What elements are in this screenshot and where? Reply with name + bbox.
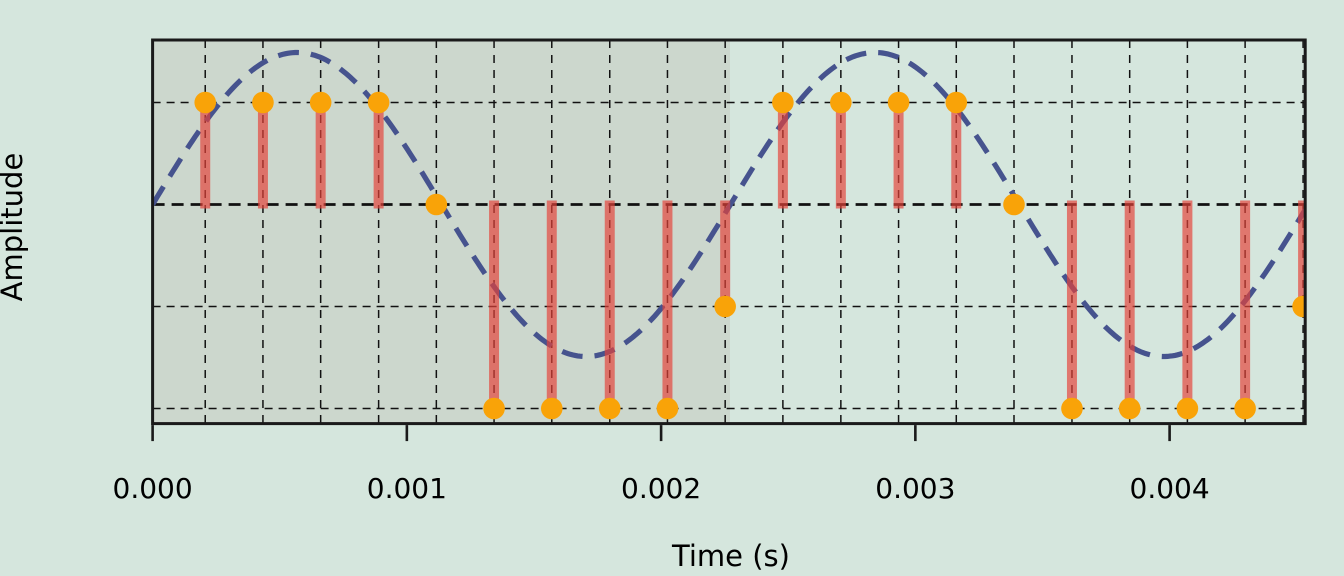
x-tick-label: 0.004 <box>1130 472 1210 505</box>
sample-dot <box>830 91 852 114</box>
sample-dot <box>1176 397 1199 420</box>
x-axis-tick-layer: 0.000 0.001 0.002 0.003 0.004 <box>113 425 1210 505</box>
sample-dot <box>714 295 736 318</box>
sample-dot <box>1292 295 1306 318</box>
sample-dot <box>772 91 794 114</box>
sample-dot <box>1061 397 1083 420</box>
sample-dot <box>309 91 332 114</box>
plot-border <box>151 38 1307 426</box>
sample-dot <box>425 193 448 216</box>
x-axis-title: Time (s) <box>671 539 790 573</box>
y-axis-title: Amplitude <box>0 153 29 302</box>
x-tick-label: 0.002 <box>621 472 701 505</box>
sample-dot <box>945 91 968 114</box>
x-tick-label: 0.003 <box>875 472 955 505</box>
shaded-region <box>152 40 731 424</box>
sample-dot <box>540 397 563 420</box>
sample-dot <box>1234 397 1256 420</box>
sample-dot <box>367 91 390 114</box>
sample-dot <box>656 397 679 420</box>
sample-dot <box>598 397 621 420</box>
sample-dot <box>252 91 274 114</box>
sample-dot <box>483 397 505 420</box>
shaded-region-layer <box>152 40 731 424</box>
sample-stem-layer <box>200 102 1306 409</box>
sample-dot <box>1003 193 1025 216</box>
sample-dot-layer <box>194 91 1306 420</box>
sample-dot <box>194 91 217 114</box>
x-tick-label: 0.001 <box>367 472 447 505</box>
plot-border-layer <box>151 38 1307 426</box>
x-tick-label: 0.000 <box>113 472 193 505</box>
sample-dot <box>1118 397 1141 420</box>
sample-dot <box>887 91 910 114</box>
